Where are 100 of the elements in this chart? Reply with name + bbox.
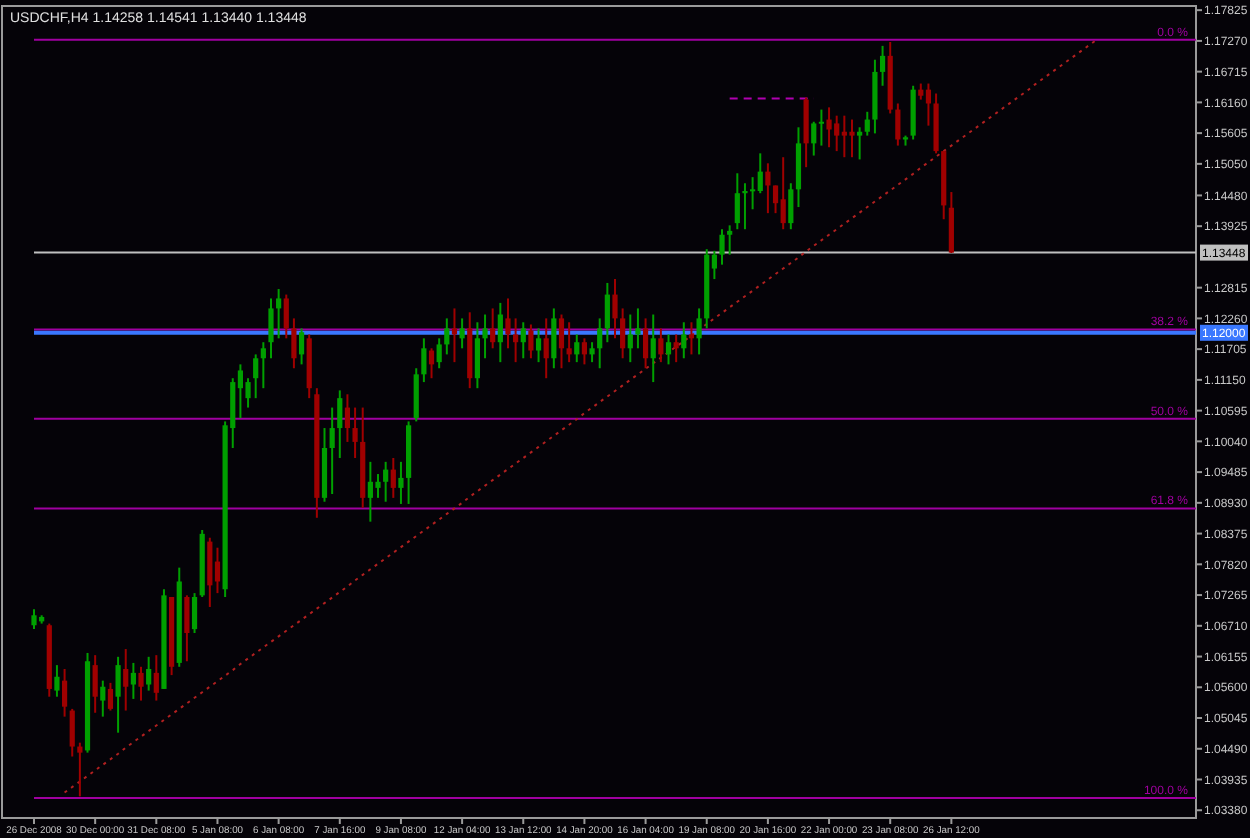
candlestick: [627, 313, 633, 364]
candlestick: [535, 327, 542, 364]
candlestick: [436, 337, 442, 370]
candlestick: [788, 182, 794, 231]
candlestick: [482, 313, 488, 360]
candlestick: [696, 307, 702, 356]
candlestick: [298, 327, 305, 366]
candlestick: [574, 333, 580, 364]
candlestick: [398, 460, 404, 505]
candlestick: [451, 307, 458, 364]
candlestick: [910, 84, 916, 141]
candlestick: [61, 668, 68, 718]
candlestick: [658, 327, 664, 364]
candlestick: [589, 341, 595, 364]
candlestick: [207, 536, 213, 608]
candlestick: [742, 182, 748, 231]
candlestick: [237, 363, 244, 420]
candlestick: [933, 92, 939, 155]
candlestick: [69, 707, 75, 758]
candlestick: [772, 184, 779, 215]
candlestick: [834, 114, 840, 153]
candlestick: [428, 347, 435, 380]
candlestick: [260, 341, 266, 390]
candlestick: [826, 106, 832, 149]
candlestick: [757, 152, 763, 195]
candlestick: [688, 321, 695, 356]
candlestick: [864, 110, 870, 137]
candlestick: [558, 313, 565, 370]
candlestick: [146, 655, 152, 692]
candlestick: [551, 307, 557, 370]
candlestick: [543, 317, 549, 380]
candlestick: [138, 665, 144, 702]
candlestick: [780, 156, 786, 231]
candlestick: [803, 96, 809, 169]
candlestick: [566, 321, 572, 364]
candlestick: [214, 546, 221, 595]
candlestick: [367, 460, 373, 523]
candlestick: [681, 321, 687, 360]
candlestick: [268, 297, 274, 360]
candlestick: [77, 741, 83, 798]
candlestick: [795, 126, 802, 209]
candlestick: [673, 333, 679, 364]
candlestick: [413, 367, 419, 423]
candlestick: [352, 406, 358, 459]
candlestick: [948, 191, 954, 255]
candlestick: [925, 82, 932, 127]
candlestick: [421, 337, 427, 384]
candlestick: [444, 317, 450, 356]
candlestick: [505, 297, 511, 350]
candlestick: [474, 321, 480, 390]
candlestick: [750, 176, 756, 211]
candlestick: [513, 317, 519, 364]
candlestick: [520, 321, 526, 360]
candlestick: [337, 389, 343, 459]
candlestick: [620, 307, 626, 360]
candlestick: [818, 108, 825, 147]
candlestick: [54, 664, 60, 698]
candlestick: [107, 681, 114, 712]
candlestick: [459, 317, 465, 350]
candlestick: [635, 307, 641, 350]
candlestick: [390, 456, 396, 499]
candlestick: [375, 473, 381, 499]
candlestick: [253, 353, 259, 400]
candlestick: [291, 317, 297, 370]
candlestick: [765, 162, 771, 215]
candlestick: [612, 278, 618, 340]
candlestick: [329, 406, 335, 495]
candlestick: [597, 317, 603, 370]
candlestick: [153, 654, 159, 702]
candlestick: [31, 608, 37, 631]
candlestick: [581, 337, 588, 366]
candlestick: [719, 228, 725, 266]
candlestick: [344, 393, 351, 443]
candlestick: [604, 281, 610, 344]
candlestick: [895, 102, 901, 147]
candlestick: [727, 224, 733, 256]
candlestick: [857, 126, 863, 161]
candlestick: [665, 333, 672, 366]
candlestick: [283, 293, 289, 340]
candlestick: [841, 114, 847, 159]
candlestick: [123, 648, 129, 712]
candlestick: [734, 172, 740, 231]
candlestick: [130, 661, 136, 700]
candlestick: [115, 655, 121, 734]
candlestick: [642, 317, 649, 370]
candlestick: [872, 58, 878, 135]
candlestick: [849, 118, 855, 159]
candlestick: [100, 679, 106, 718]
candlestick: [191, 592, 198, 634]
candlestick: [184, 594, 190, 663]
line-series: [63, 38, 1098, 794]
candlestick: [811, 120, 817, 157]
candlestick: [383, 460, 389, 503]
candlestick: [650, 313, 656, 384]
candlestick: [497, 301, 503, 364]
candlestick: [92, 654, 98, 714]
candlestick: [490, 307, 496, 350]
candlestick: [528, 323, 534, 360]
candlestick: [879, 44, 886, 87]
candlestick: [276, 288, 282, 340]
